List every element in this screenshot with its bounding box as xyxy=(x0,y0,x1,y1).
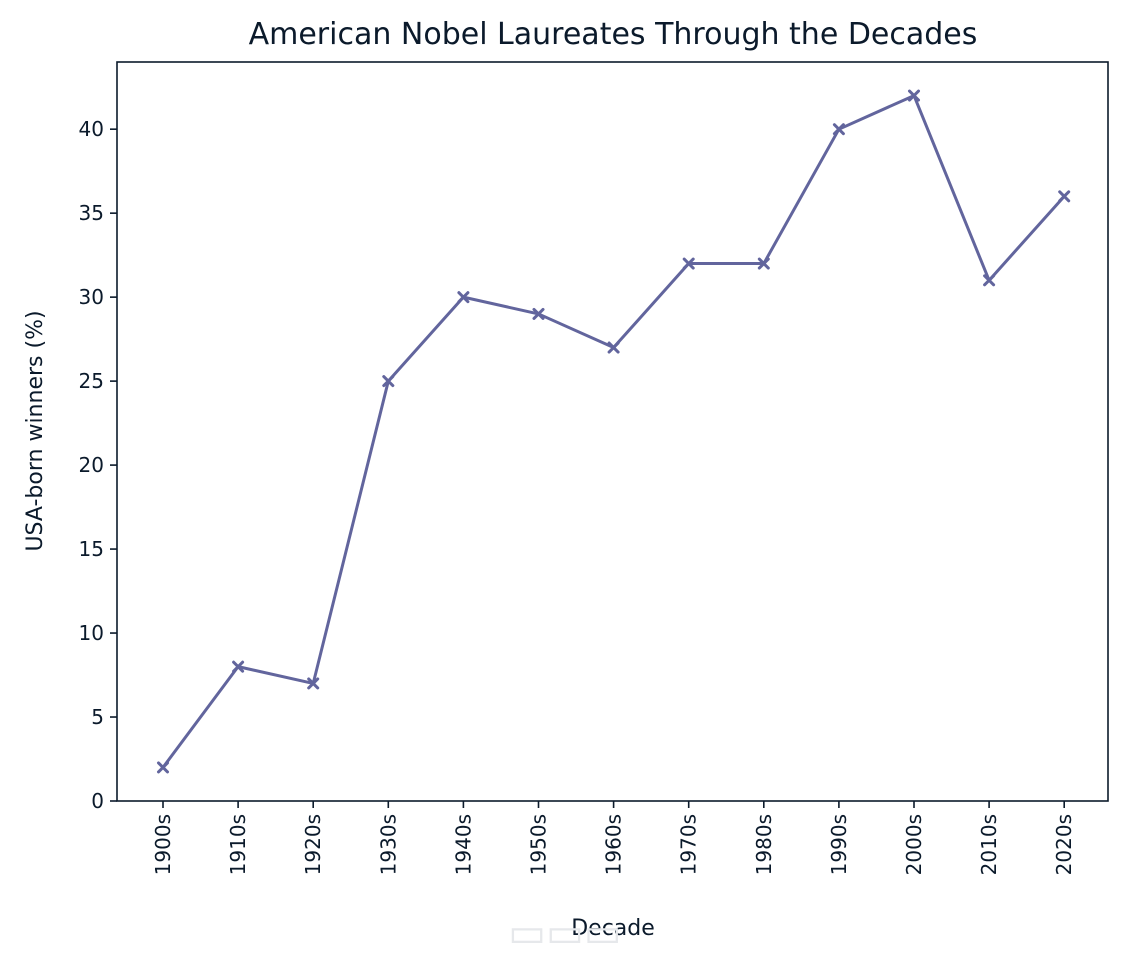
y-tick-label: 25 xyxy=(79,369,104,393)
x-tick-label: 2010s xyxy=(977,814,1001,875)
y-tick-label: 30 xyxy=(79,285,104,309)
y-tick-label: 40 xyxy=(79,117,104,141)
x-tick-label: 1930s xyxy=(376,814,400,875)
watermark-logo: ▭▭▭ xyxy=(508,910,621,956)
marker-stroke xyxy=(532,307,545,320)
x-tick-label: 1910s xyxy=(226,814,250,875)
y-tick-label: 35 xyxy=(79,201,104,225)
data-point-marker xyxy=(908,89,920,102)
data-point-marker xyxy=(307,677,320,690)
marker-stroke xyxy=(983,274,996,287)
x-tick-label: 1940s xyxy=(451,814,475,875)
series-line xyxy=(161,94,1066,769)
marker-stroke xyxy=(307,677,320,690)
marker-stroke xyxy=(908,89,920,102)
marker-stroke xyxy=(157,761,169,774)
y-tick-label: 10 xyxy=(79,621,104,645)
data-point-marker xyxy=(1058,190,1071,203)
data-point-marker xyxy=(757,257,770,270)
y-tick-label: 5 xyxy=(91,705,104,729)
data-point-marker xyxy=(682,257,695,270)
x-tick-label: 1920s xyxy=(301,814,325,875)
marker-stroke xyxy=(382,375,395,388)
data-point-marker xyxy=(232,660,245,673)
x-tick-label: 2000s xyxy=(902,814,926,875)
x-tick-label: 2020s xyxy=(1052,814,1076,875)
data-point-marker xyxy=(157,761,169,774)
plot-frame xyxy=(116,61,1109,802)
marker-stroke xyxy=(457,291,470,304)
y-tick-label: 0 xyxy=(91,789,104,813)
y-tick-label: 15 xyxy=(79,537,104,561)
x-tick-label: 1970s xyxy=(677,814,701,875)
marker-stroke xyxy=(1058,190,1071,203)
x-axis-label: Decade xyxy=(571,916,655,941)
x-tick-label: 1950s xyxy=(527,814,551,875)
x-tick-label: 1960s xyxy=(602,814,626,875)
marker-stroke xyxy=(232,660,245,673)
data-point-marker xyxy=(382,375,395,388)
marker-stroke xyxy=(682,257,695,270)
marker-stroke xyxy=(757,257,770,270)
data-point-marker xyxy=(532,307,545,320)
x-tick-label: 1990s xyxy=(827,814,851,875)
x-tick-label: 1980s xyxy=(752,814,776,875)
data-point-marker xyxy=(983,274,996,287)
x-tick-label: 1900s xyxy=(151,814,175,875)
y-axis: 0 5 10 15 20 25 30 35 40 xyxy=(79,117,117,813)
series-usa-born-winners xyxy=(157,89,1071,774)
x-axis: 1900s 1910s 1920s 1930s 1940s 1950s 1960s 1970s… xyxy=(151,801,1076,875)
data-point-marker xyxy=(607,341,620,354)
data-point-marker xyxy=(832,123,845,136)
data-point-marker xyxy=(457,291,470,304)
marker-stroke xyxy=(832,123,845,136)
y-axis-label: USA-born winners (%) xyxy=(23,310,48,551)
y-tick-label: 20 xyxy=(79,453,104,477)
marker-stroke xyxy=(607,341,620,354)
chart-title: American Nobel Laureates Through the Dec… xyxy=(249,17,978,52)
